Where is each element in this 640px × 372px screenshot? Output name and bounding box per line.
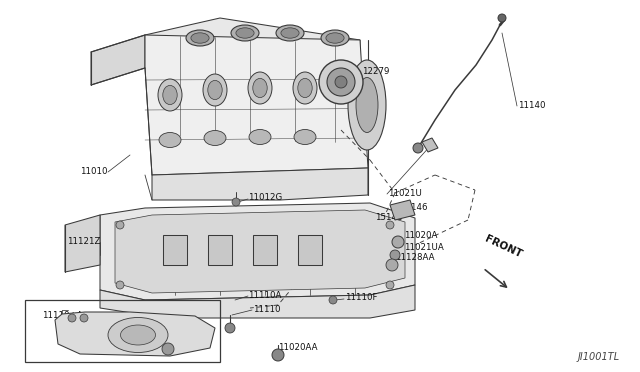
Circle shape [386, 259, 398, 271]
Circle shape [386, 281, 394, 289]
Polygon shape [55, 312, 215, 356]
Text: 15146: 15146 [400, 202, 428, 212]
Ellipse shape [248, 72, 272, 104]
Ellipse shape [348, 60, 386, 150]
Ellipse shape [236, 28, 254, 38]
Ellipse shape [231, 25, 259, 41]
Text: 11021UA: 11021UA [404, 244, 444, 253]
Circle shape [329, 296, 337, 304]
Circle shape [80, 314, 88, 322]
Ellipse shape [191, 33, 209, 43]
Polygon shape [65, 215, 100, 272]
Circle shape [232, 198, 240, 206]
Text: 11021U: 11021U [388, 189, 422, 198]
Circle shape [162, 343, 174, 355]
Ellipse shape [281, 28, 299, 38]
Text: 11010: 11010 [81, 167, 108, 176]
Ellipse shape [108, 317, 168, 353]
Polygon shape [100, 203, 415, 300]
Circle shape [335, 76, 347, 88]
Ellipse shape [120, 325, 156, 345]
Circle shape [386, 221, 394, 229]
Circle shape [327, 68, 355, 96]
Ellipse shape [204, 131, 226, 145]
Circle shape [498, 14, 506, 22]
Text: 11012G: 11012G [248, 193, 282, 202]
Text: 11140: 11140 [518, 100, 545, 109]
Ellipse shape [356, 77, 378, 132]
Circle shape [319, 60, 363, 104]
Ellipse shape [321, 30, 349, 46]
Text: 11128AA: 11128AA [395, 253, 435, 263]
Ellipse shape [294, 129, 316, 144]
Text: 12279: 12279 [362, 67, 389, 77]
Text: 11110A: 11110A [248, 291, 282, 299]
Circle shape [272, 349, 284, 361]
Text: 15148: 15148 [375, 212, 403, 221]
Polygon shape [298, 235, 322, 265]
Polygon shape [115, 210, 405, 293]
Ellipse shape [326, 33, 344, 43]
Ellipse shape [203, 74, 227, 106]
Polygon shape [422, 138, 438, 152]
Ellipse shape [253, 78, 268, 97]
Text: 11020AA: 11020AA [278, 343, 317, 353]
Circle shape [392, 236, 404, 248]
Text: 11020A: 11020A [404, 231, 437, 241]
Circle shape [116, 281, 124, 289]
Text: JI1001TL: JI1001TL [578, 352, 620, 362]
Ellipse shape [186, 30, 214, 46]
Ellipse shape [163, 86, 177, 105]
Circle shape [225, 323, 235, 333]
Polygon shape [152, 168, 368, 200]
Polygon shape [253, 235, 277, 265]
Polygon shape [91, 35, 145, 85]
Ellipse shape [159, 132, 181, 148]
Ellipse shape [293, 72, 317, 104]
Text: 11121Z: 11121Z [67, 237, 100, 247]
Circle shape [68, 314, 76, 322]
Polygon shape [208, 235, 232, 265]
Ellipse shape [158, 79, 182, 111]
Circle shape [390, 250, 400, 260]
Polygon shape [390, 200, 415, 220]
Bar [25, 300, 220, 362]
Ellipse shape [276, 25, 304, 41]
Ellipse shape [298, 78, 312, 97]
Polygon shape [100, 285, 415, 318]
Circle shape [413, 143, 423, 153]
Text: 11110F: 11110F [345, 294, 378, 302]
Text: FRONT: FRONT [483, 234, 524, 260]
Polygon shape [145, 18, 360, 68]
Ellipse shape [249, 129, 271, 144]
Circle shape [116, 221, 124, 229]
Text: 11128A: 11128A [62, 337, 95, 346]
Text: 11110+A: 11110+A [42, 311, 83, 320]
Text: 11128: 11128 [62, 326, 90, 334]
Polygon shape [145, 35, 368, 175]
Ellipse shape [208, 80, 222, 100]
Polygon shape [163, 235, 187, 265]
Text: 11110: 11110 [253, 305, 280, 314]
